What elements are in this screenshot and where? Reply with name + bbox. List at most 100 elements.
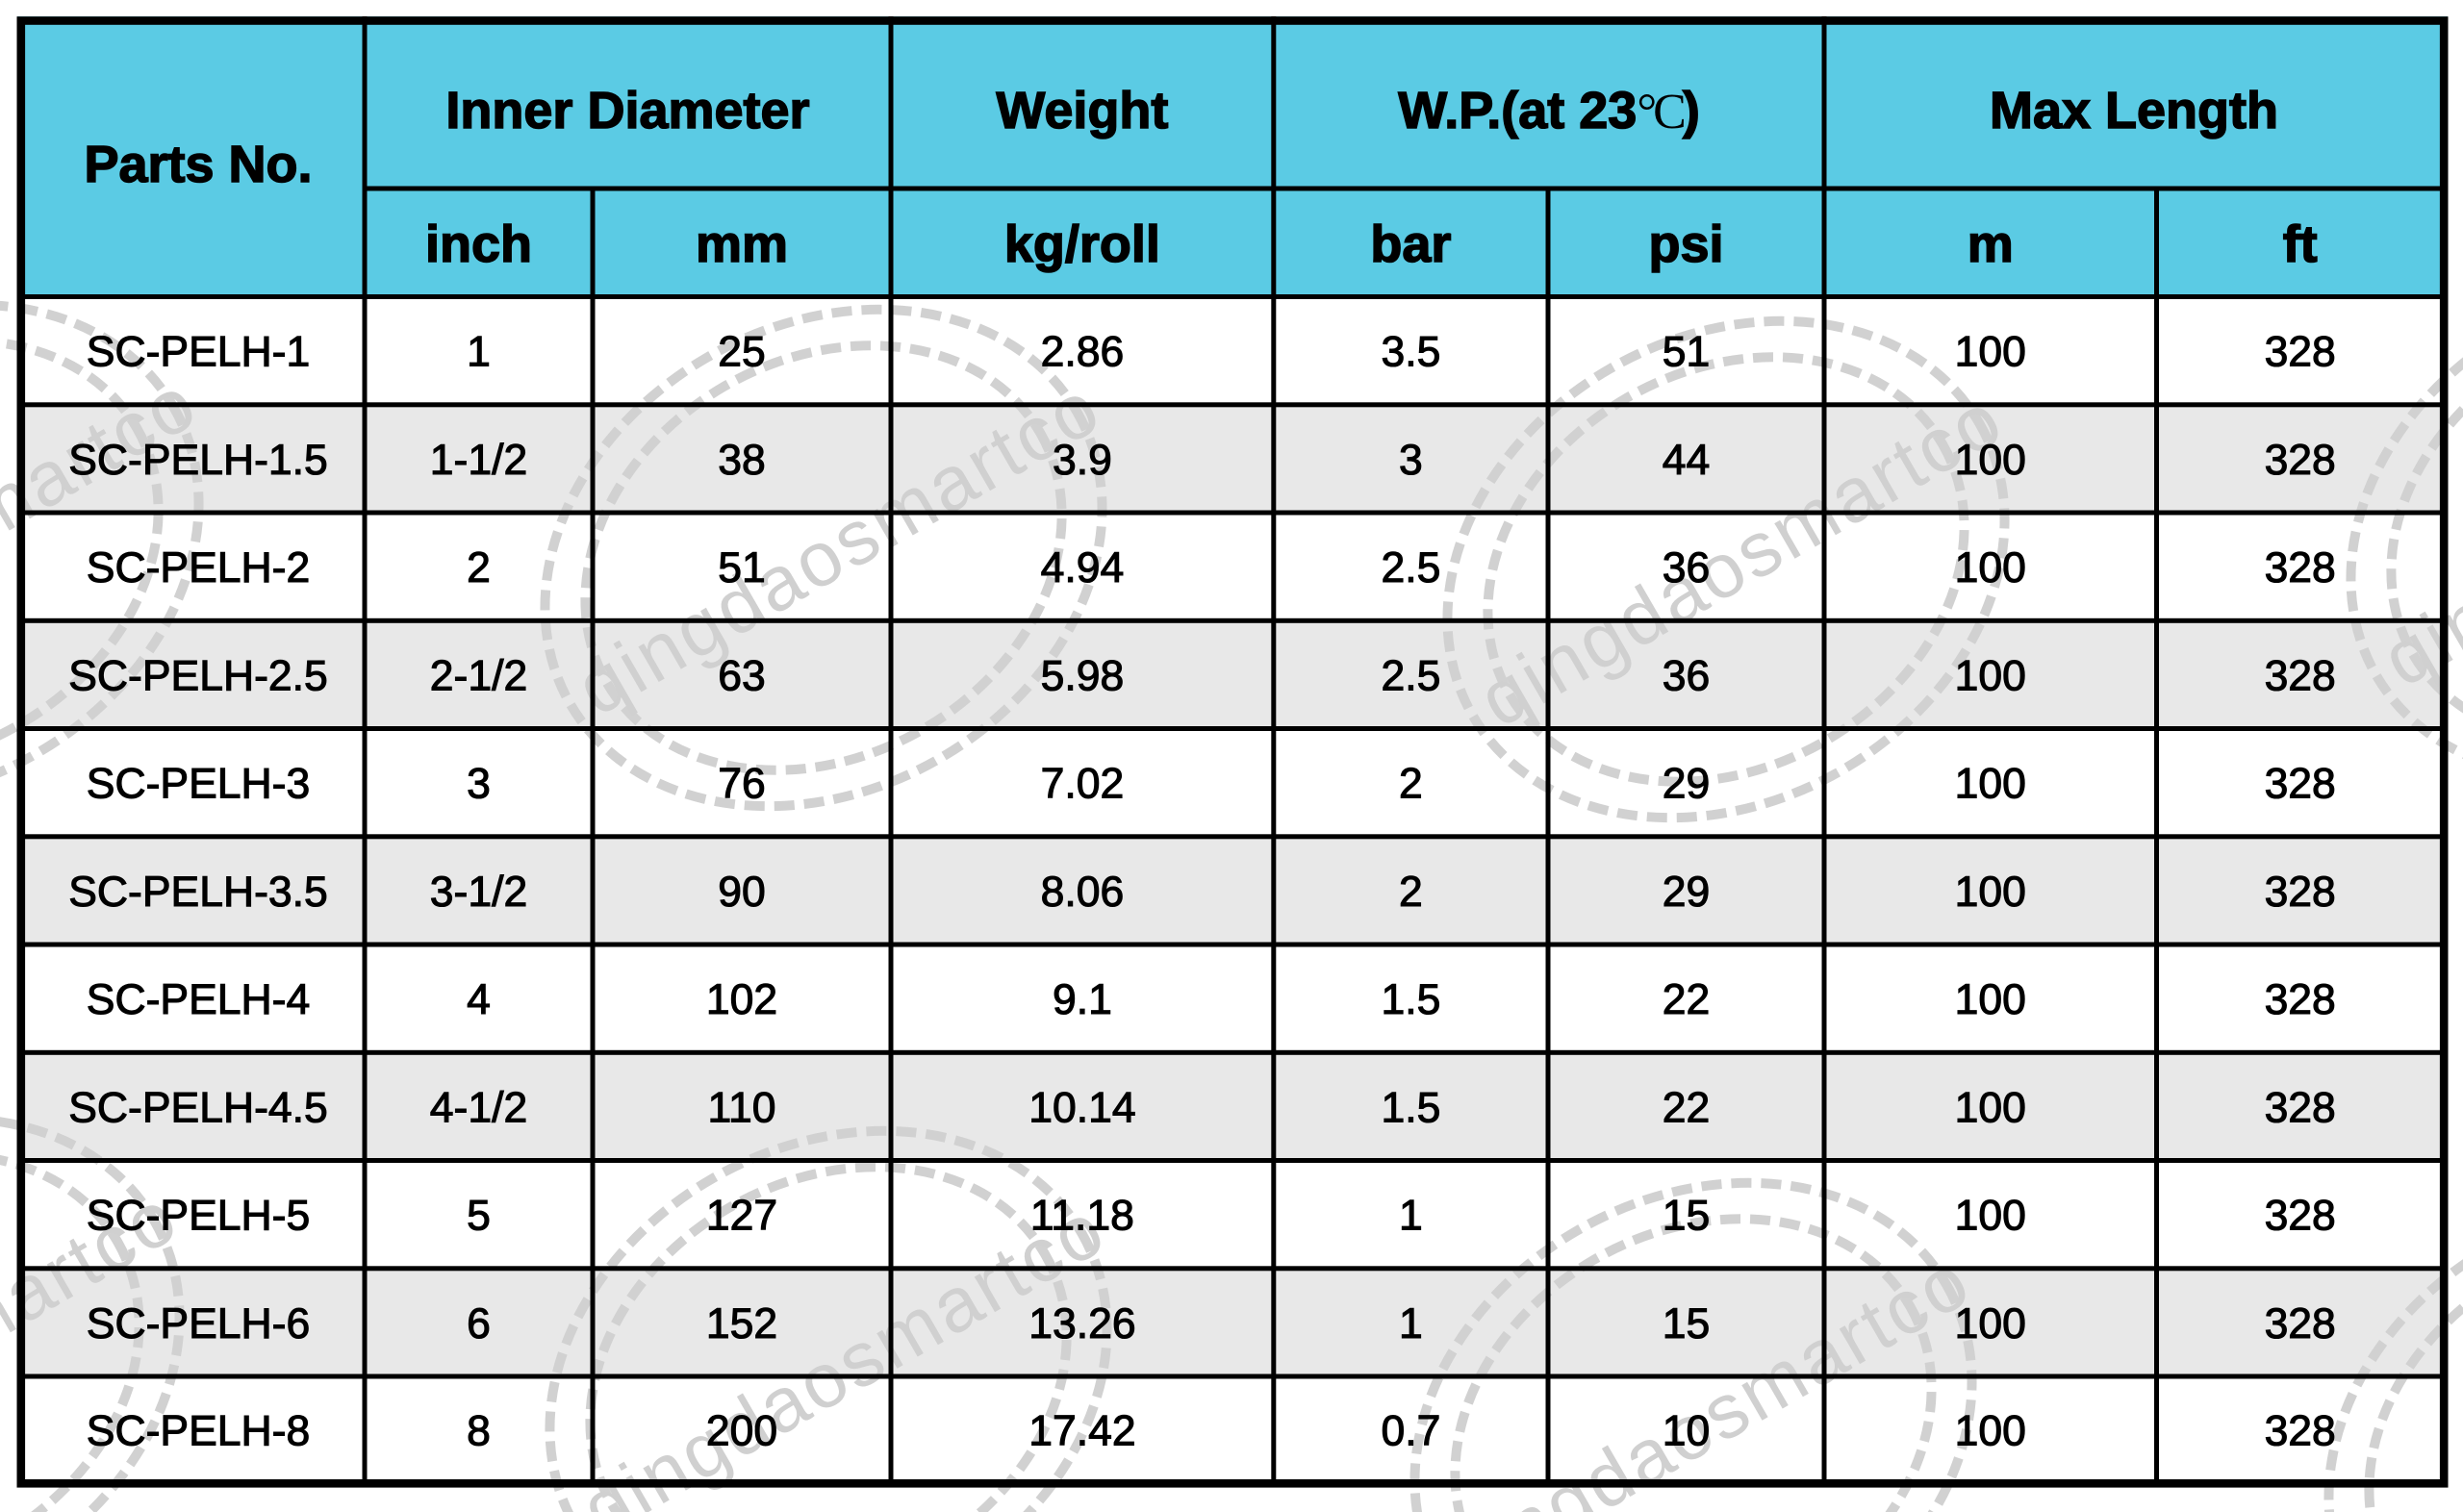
- svg-text:3: 3: [1399, 437, 1423, 484]
- svg-text:SC-PELH-2: SC-PELH-2: [87, 544, 310, 592]
- svg-text:10: 10: [1663, 1408, 1711, 1455]
- svg-text:328: 328: [2265, 652, 2336, 699]
- svg-text:328: 328: [2265, 869, 2336, 916]
- svg-text:8.06: 8.06: [1041, 869, 1125, 916]
- svg-text:SC-PELH-6: SC-PELH-6: [87, 1300, 310, 1348]
- svg-text:100: 100: [1955, 652, 2026, 699]
- svg-text:200: 200: [706, 1408, 777, 1455]
- svg-text:328: 328: [2265, 329, 2336, 376]
- svg-text:inch: inch: [425, 215, 532, 273]
- svg-text:5.98: 5.98: [1041, 652, 1125, 699]
- svg-text:SC-PELH-1: SC-PELH-1: [87, 329, 310, 376]
- svg-text:1.5: 1.5: [1381, 1084, 1440, 1131]
- svg-text:29: 29: [1663, 761, 1711, 808]
- svg-text:7.02: 7.02: [1041, 761, 1125, 808]
- svg-text:328: 328: [2265, 1084, 2336, 1131]
- svg-text:90: 90: [718, 869, 766, 916]
- svg-text:100: 100: [1955, 869, 2026, 916]
- svg-text:1: 1: [1399, 1300, 1423, 1348]
- svg-text:51: 51: [1663, 329, 1711, 376]
- svg-text:110: 110: [708, 1084, 776, 1131]
- svg-text:2.5: 2.5: [1381, 544, 1440, 592]
- svg-text:3-1/2: 3-1/2: [430, 869, 527, 916]
- svg-text:2: 2: [1399, 869, 1423, 916]
- svg-text:152: 152: [706, 1300, 777, 1348]
- svg-text:0.7: 0.7: [1381, 1408, 1440, 1455]
- svg-text:SC-PELH-3: SC-PELH-3: [87, 761, 310, 808]
- svg-text:10.14: 10.14: [1028, 1084, 1135, 1131]
- svg-text:100: 100: [1955, 1408, 2026, 1455]
- svg-text:1.5: 1.5: [1381, 976, 1440, 1023]
- svg-text:Inner Diameter: Inner Diameter: [445, 82, 809, 139]
- svg-text:2-1/2: 2-1/2: [430, 652, 527, 699]
- svg-text:328: 328: [2265, 1408, 2336, 1455]
- svg-text:SC-PELH-8: SC-PELH-8: [87, 1408, 310, 1455]
- svg-text:100: 100: [1955, 329, 2026, 376]
- svg-text:29: 29: [1663, 869, 1711, 916]
- svg-text:51: 51: [718, 544, 766, 592]
- svg-text:SC-PELH-3.5: SC-PELH-3.5: [68, 869, 328, 916]
- svg-text:36: 36: [1663, 544, 1711, 592]
- svg-text:3: 3: [467, 761, 491, 808]
- svg-text:bar: bar: [1370, 215, 1451, 273]
- svg-text:22: 22: [1663, 976, 1711, 1023]
- svg-text:44: 44: [1663, 437, 1711, 484]
- svg-text:38: 38: [718, 437, 766, 484]
- svg-text:2: 2: [467, 544, 491, 592]
- svg-text:Parts No.: Parts No.: [84, 136, 312, 193]
- svg-text:25: 25: [718, 329, 766, 376]
- svg-text:22: 22: [1663, 1084, 1711, 1131]
- svg-text:76: 76: [718, 761, 766, 808]
- svg-text:328: 328: [2265, 976, 2336, 1023]
- svg-text:1: 1: [467, 329, 491, 376]
- svg-text:328: 328: [2265, 544, 2336, 592]
- svg-text:4-1/2: 4-1/2: [430, 1084, 527, 1131]
- svg-text:9.1: 9.1: [1053, 976, 1112, 1023]
- svg-text:SC-PELH-4.5: SC-PELH-4.5: [68, 1084, 328, 1131]
- svg-text:17.42: 17.42: [1028, 1408, 1135, 1455]
- svg-text:m: m: [1968, 215, 2014, 273]
- svg-text:63: 63: [718, 652, 766, 699]
- svg-text:4.94: 4.94: [1041, 544, 1125, 592]
- svg-text:1-1/2: 1-1/2: [430, 437, 527, 484]
- svg-text:100: 100: [1955, 976, 2026, 1023]
- svg-text:3.5: 3.5: [1381, 329, 1440, 376]
- svg-text:8: 8: [467, 1408, 491, 1455]
- svg-text:W.P.(at 23°C): W.P.(at 23°C): [1398, 82, 1700, 139]
- svg-text:11.18: 11.18: [1030, 1193, 1134, 1240]
- svg-text:SC-PELH-1.5: SC-PELH-1.5: [68, 437, 328, 484]
- svg-text:psi: psi: [1648, 215, 1723, 273]
- svg-text:13.26: 13.26: [1028, 1300, 1135, 1348]
- svg-text:SC-PELH-5: SC-PELH-5: [87, 1193, 310, 1240]
- svg-text:6: 6: [467, 1300, 491, 1348]
- svg-text:36: 36: [1663, 652, 1711, 699]
- svg-text:SC-PELH-2.5: SC-PELH-2.5: [68, 652, 328, 699]
- svg-text:2.5: 2.5: [1381, 652, 1440, 699]
- svg-text:328: 328: [2265, 1300, 2336, 1348]
- svg-text:qingdaosmartco: qingdaosmartco: [2369, 335, 2463, 703]
- svg-text:Max Length: Max Length: [1990, 82, 2278, 139]
- svg-text:328: 328: [2265, 761, 2336, 808]
- svg-text:mm: mm: [696, 215, 788, 273]
- svg-text:328: 328: [2265, 437, 2336, 484]
- svg-text:2: 2: [1399, 761, 1423, 808]
- svg-text:15: 15: [1663, 1193, 1711, 1240]
- svg-text:ft: ft: [2283, 215, 2318, 273]
- svg-text:100: 100: [1955, 1084, 2026, 1131]
- svg-text:102: 102: [706, 976, 777, 1023]
- svg-text:100: 100: [1955, 544, 2026, 592]
- svg-text:15: 15: [1663, 1300, 1711, 1348]
- svg-text:4: 4: [467, 976, 491, 1023]
- svg-text:1: 1: [1399, 1193, 1423, 1240]
- svg-text:5: 5: [467, 1193, 491, 1240]
- svg-text:127: 127: [706, 1193, 777, 1240]
- svg-text:100: 100: [1955, 437, 2026, 484]
- svg-text:2.86: 2.86: [1041, 329, 1125, 376]
- svg-text:kg/roll: kg/roll: [1004, 215, 1160, 273]
- svg-text:328: 328: [2265, 1193, 2336, 1240]
- svg-text:SC-PELH-4: SC-PELH-4: [87, 976, 310, 1023]
- svg-text:100: 100: [1955, 1300, 2026, 1348]
- svg-text:3.9: 3.9: [1053, 437, 1112, 484]
- svg-text:100: 100: [1955, 761, 2026, 808]
- svg-text:Weight: Weight: [996, 82, 1168, 139]
